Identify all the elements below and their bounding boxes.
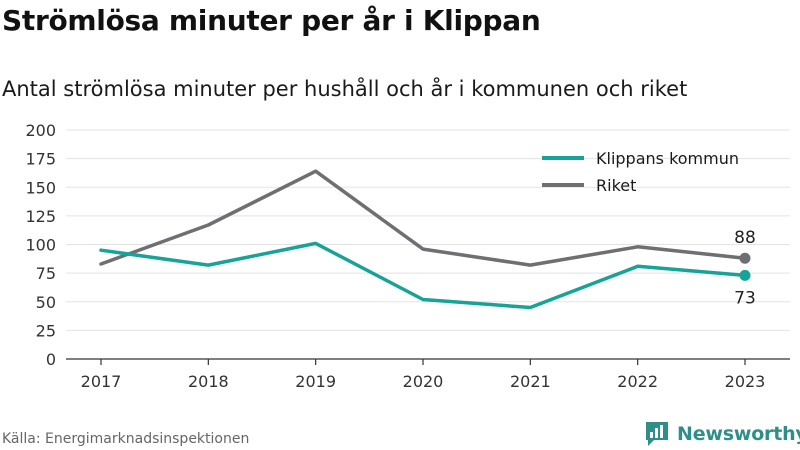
gridlines (66, 129, 790, 331)
legend-label-0: Klippans kommun (596, 149, 739, 168)
brand-name: Newsworthy (677, 423, 800, 445)
y-tick-label: 200 (25, 121, 56, 140)
series-lines: 88 73 (99, 169, 756, 310)
y-axis-ticks: 0 25 50 75 100 125 150 175 200 (25, 121, 56, 369)
y-tick-label: 150 (25, 178, 56, 197)
chart-title: Strömlösa minuter per år i Klippan (2, 4, 541, 37)
legend: Klippans kommun Riket (542, 149, 739, 195)
y-tick-label: 175 (25, 150, 56, 169)
y-tick-label: 25 (36, 321, 56, 340)
newsworthy-logo-icon (646, 422, 668, 446)
series-line-0 (99, 241, 747, 310)
legend-label-1: Riket (596, 176, 636, 195)
x-tick-label: 2021 (510, 372, 551, 391)
y-tick-label: 50 (36, 293, 56, 312)
x-tick-label: 2019 (295, 372, 336, 391)
chart-subtitle: Antal strömlösa minuter per hushåll och … (2, 77, 688, 101)
y-tick-label: 125 (25, 207, 56, 226)
source-note: Källa: Energimarknadsinspektionen (2, 431, 250, 447)
series-end-point-0 (739, 269, 751, 281)
y-tick-label: 100 (25, 236, 56, 255)
brand-logo: Newsworthy (644, 420, 800, 448)
x-tick-label: 2023 (725, 372, 766, 391)
x-axis-ticks: 2017 2018 2019 2020 2021 2022 2023 (81, 359, 766, 391)
series-end-label-1: 88 (734, 228, 756, 248)
series-end-point-1 (739, 252, 751, 264)
x-tick-label: 2017 (81, 372, 122, 391)
x-tick-label: 2020 (403, 372, 444, 391)
series-end-label-0: 73 (734, 288, 756, 308)
series-line-1 (99, 169, 747, 267)
x-tick-label: 2018 (188, 372, 229, 391)
y-tick-label: 0 (46, 350, 56, 369)
x-tick-label: 2022 (617, 372, 658, 391)
y-tick-label: 75 (36, 264, 56, 283)
